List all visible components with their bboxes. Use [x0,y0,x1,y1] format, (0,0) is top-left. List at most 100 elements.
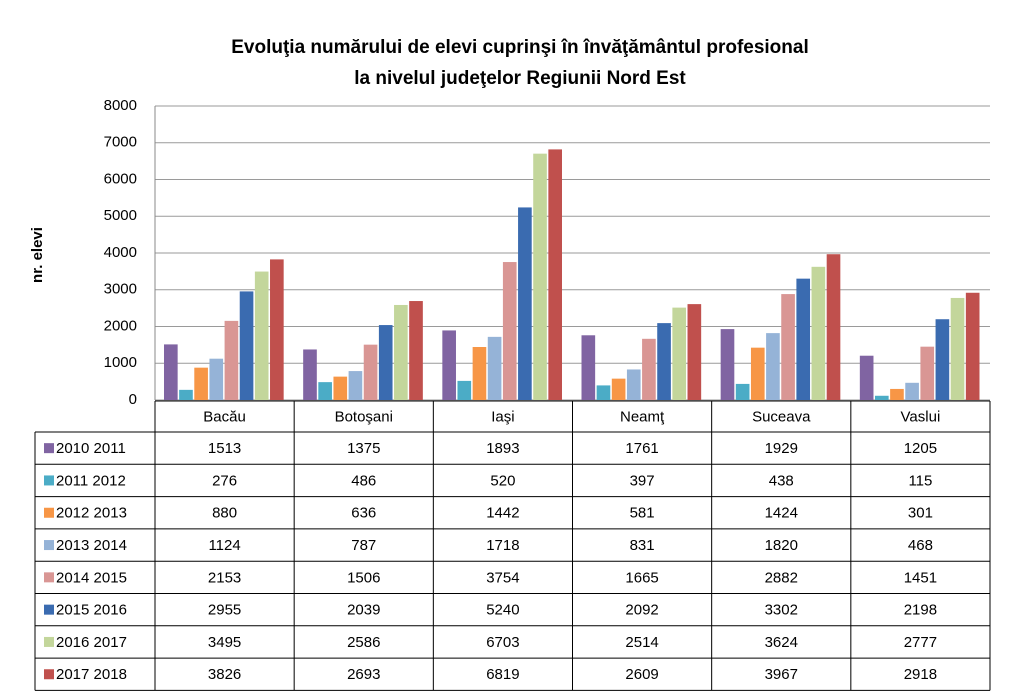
legend-label: 2014 2015 [56,569,127,586]
table-cell: 3967 [765,666,798,683]
legend-key [44,475,54,486]
table-cell: 3624 [765,634,798,651]
table-cell: 2039 [347,602,380,619]
y-tick-label: 3000 [104,281,137,298]
bar [502,262,517,400]
legend-key [44,572,54,583]
table-cell: 2153 [208,569,241,586]
table-cell: 2586 [347,634,380,651]
bar [209,358,224,400]
table-cell: 5240 [486,602,519,619]
table-cell: 1442 [486,505,519,522]
bar [194,367,208,400]
bar [548,149,562,400]
table-cell: 2609 [625,666,658,683]
legend-key [44,443,54,454]
bar [164,344,178,400]
bar [378,325,393,400]
bar [657,323,671,400]
chart-title: la nivelul judeţelor Regiunii Nord Est [354,68,686,89]
bar [179,389,193,400]
y-tick-label: 0 [129,391,137,408]
legend-key [44,604,54,615]
legend-label: 2015 2016 [56,602,127,619]
table-cell: 486 [351,472,376,489]
bar [254,271,269,400]
bar [457,380,472,400]
table-cell: 1124 [208,537,240,554]
table-cell: 2198 [904,602,937,619]
bar [626,369,641,400]
bar [303,349,317,400]
table-cell: 1506 [347,569,380,586]
legend-key [44,507,54,518]
bar [394,304,408,400]
bar [596,385,611,400]
y-axis-label: nr. elevi [29,227,46,283]
bar [224,320,239,400]
bar [935,319,950,400]
y-tick-label: 1000 [104,354,137,371]
table-cell: 2693 [347,666,380,683]
table-cell: 2514 [625,634,658,651]
bar [874,395,889,400]
y-tick-label: 8000 [104,97,137,114]
x-tick-label: Suceava [752,408,811,425]
table-cell: 581 [630,505,655,522]
table-cell: 301 [908,505,933,522]
bar [781,294,795,400]
table-cell: 1513 [208,440,241,457]
y-tick-label: 4000 [104,244,137,261]
bar [442,330,456,400]
table-cell: 276 [212,472,237,489]
x-tick-label: Vaslui [901,408,941,425]
table-cell: 3302 [765,602,798,619]
table-cell: 115 [908,472,932,489]
table-cell: 2882 [765,569,798,586]
table-cell: 1375 [347,440,380,457]
bar [859,355,874,400]
bar [363,344,378,400]
bar [735,383,750,400]
table-cell: 787 [351,537,376,554]
table-cell: 520 [490,472,515,489]
legend-label: 2010 2011 [56,440,126,457]
bar [518,207,532,400]
table-cell: 2955 [208,602,241,619]
bar [720,329,735,400]
bar [318,382,332,400]
table-cell: 1893 [486,440,519,457]
legend-label: 2016 2017 [56,634,127,651]
legend-label: 2012 2013 [56,505,127,522]
table-cell: 6703 [486,634,519,651]
bar [796,278,811,400]
legend-label: 2017 2018 [56,666,127,683]
table-cell: 6819 [486,666,519,683]
bar [826,254,841,400]
legend-label: 2013 2014 [56,537,127,554]
table-cell: 831 [630,537,655,554]
table-cell: 1761 [625,440,658,457]
table-cell: 1424 [765,505,798,522]
bar [811,266,826,400]
legend-key [44,540,54,551]
x-tick-label: Bacău [203,408,246,425]
bar [348,371,363,400]
bar [409,301,423,400]
table-cell: 880 [212,505,237,522]
table-cell: 3754 [486,569,519,586]
bar [611,378,626,400]
chart-title: Evoluţia numărului de elevi cuprinşi în … [231,37,809,58]
y-tick-label: 2000 [104,317,137,334]
bar [239,291,254,400]
x-tick-label: Neamţ [620,408,665,425]
y-tick-label: 6000 [104,170,137,187]
table-cell: 1665 [625,569,658,586]
table-cell: 636 [351,505,376,522]
x-tick-label: Iaşi [491,408,514,425]
legend-label: 2011 2012 [56,472,126,489]
bar [581,335,596,400]
x-tick-label: Botoşani [335,408,393,425]
table-cell: 2918 [904,666,937,683]
bar [333,376,348,400]
